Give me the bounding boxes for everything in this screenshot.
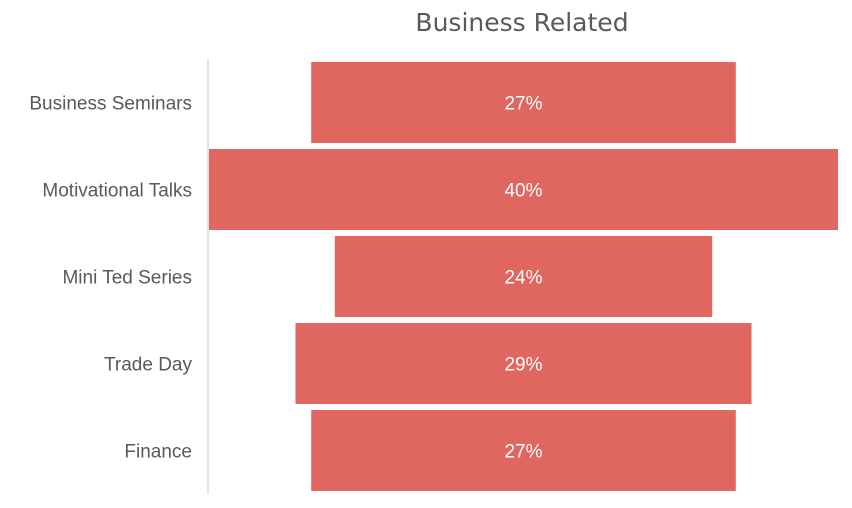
funnel-bar [209, 149, 838, 230]
data-label: 40% [504, 181, 542, 202]
category-label: Trade Day [104, 355, 192, 376]
category-label: Business Seminars [29, 94, 192, 115]
funnel-bar [311, 410, 736, 491]
data-label: 27% [504, 442, 542, 463]
category-label: Motivational Talks [42, 181, 192, 202]
funnel-bar [295, 323, 752, 404]
chart-title: Business Related [415, 8, 629, 37]
category-label: Mini Ted Series [62, 268, 192, 289]
data-label: 24% [504, 268, 542, 289]
data-label: 27% [504, 94, 542, 115]
data-label: 29% [504, 355, 542, 376]
category-label: Finance [124, 442, 192, 463]
funnel-bar [334, 236, 713, 317]
funnel-bar [311, 62, 736, 143]
